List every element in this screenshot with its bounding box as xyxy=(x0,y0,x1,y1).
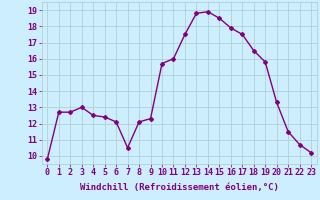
X-axis label: Windchill (Refroidissement éolien,°C): Windchill (Refroidissement éolien,°C) xyxy=(80,183,279,192)
